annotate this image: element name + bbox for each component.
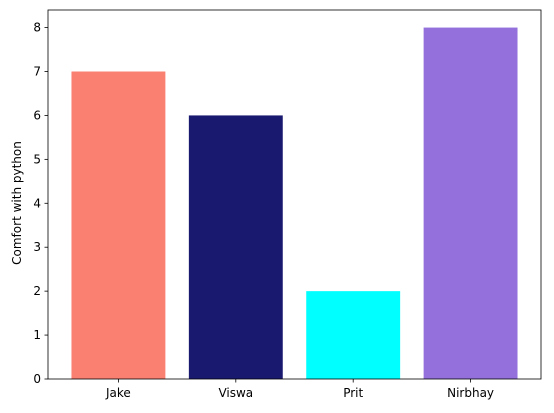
bar-nirbhay <box>423 27 518 379</box>
y-tick-label: 5 <box>33 152 41 166</box>
y-tick-label: 1 <box>33 328 41 342</box>
y-tick-label: 0 <box>33 372 41 386</box>
bar-jake <box>71 71 166 379</box>
y-tick-label: 4 <box>33 196 41 210</box>
plot-frame <box>47 9 542 380</box>
x-tick-label: Prit <box>343 386 363 400</box>
y-axis-label: Comfort with python <box>10 141 24 265</box>
y-tick-label: 3 <box>33 240 41 254</box>
x-tick-label: Viswa <box>218 386 253 400</box>
y-tick-label: 8 <box>33 21 41 35</box>
x-tick-label: Jake <box>105 386 131 400</box>
y-tick-label: 2 <box>33 284 41 298</box>
y-tick-label: 7 <box>33 65 41 79</box>
bar-prit <box>306 291 401 379</box>
bars-group <box>71 27 518 379</box>
bar-viswa <box>188 115 283 379</box>
ticks-group: Jake Viswa Prit Nirbhay 0 1 2 3 4 5 6 7 8 <box>33 21 494 400</box>
y-tick-label: 6 <box>33 108 41 122</box>
x-tick-label: Nirbhay <box>447 386 494 400</box>
